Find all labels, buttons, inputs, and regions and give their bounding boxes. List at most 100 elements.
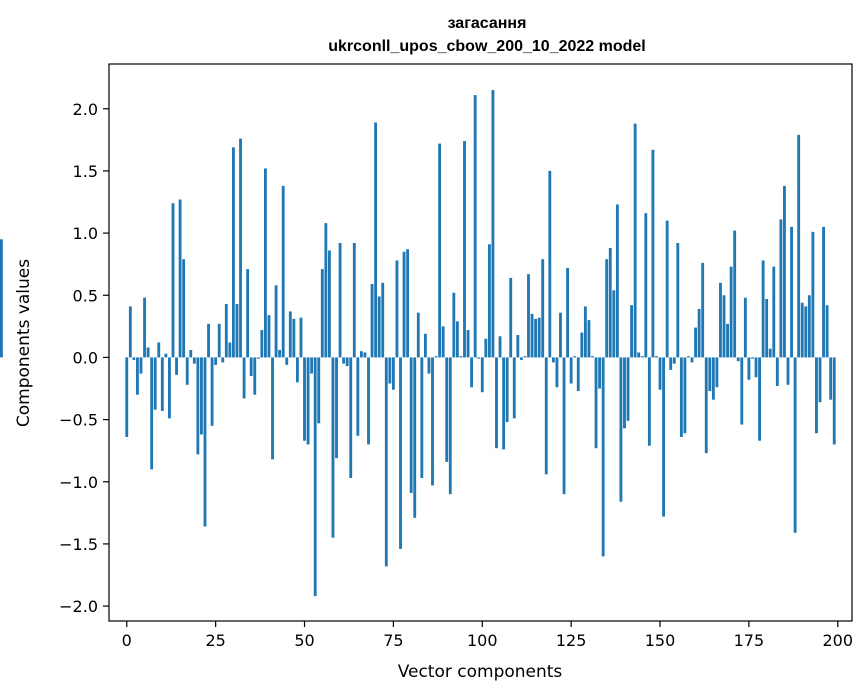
bar-48 bbox=[295, 357, 299, 383]
chart-title: загасання bbox=[448, 15, 527, 32]
bar-163 bbox=[704, 357, 708, 454]
bar-120 bbox=[551, 357, 555, 363]
bar-170 bbox=[729, 266, 733, 358]
bar-109 bbox=[512, 357, 516, 419]
bar-103 bbox=[491, 90, 495, 358]
bar-185 bbox=[783, 185, 786, 358]
bar-67 bbox=[363, 352, 367, 358]
x-tick-label: 25 bbox=[205, 631, 225, 650]
bar-173 bbox=[740, 357, 744, 425]
bar-158 bbox=[687, 356, 690, 358]
x-tick-label: 125 bbox=[556, 631, 587, 650]
bar-36 bbox=[253, 357, 257, 395]
bar-50 bbox=[303, 357, 306, 441]
bar-184 bbox=[779, 219, 783, 358]
bar-161 bbox=[697, 308, 701, 358]
x-tick-label: 150 bbox=[645, 631, 676, 650]
bar-22 bbox=[203, 357, 207, 527]
bar-195 bbox=[818, 357, 822, 403]
bar-75 bbox=[391, 357, 395, 390]
bar-169 bbox=[726, 323, 729, 358]
bar-16 bbox=[182, 259, 186, 358]
bar-107 bbox=[505, 357, 509, 423]
y-tick-label: −1.0 bbox=[59, 473, 98, 492]
bar-44 bbox=[281, 185, 285, 358]
bar-141 bbox=[626, 357, 630, 421]
bar-89 bbox=[441, 326, 445, 358]
bar-56 bbox=[324, 223, 328, 358]
bar-189 bbox=[797, 134, 801, 358]
bar-200 bbox=[0, 239, 3, 358]
bar-166 bbox=[715, 357, 719, 388]
chart-subtitle: ukrconll_upos_cbow_200_10_2022 model bbox=[328, 38, 645, 55]
bar-13 bbox=[171, 203, 175, 358]
bar-74 bbox=[388, 357, 392, 384]
bar-111 bbox=[519, 357, 523, 360]
bar-177 bbox=[754, 357, 758, 378]
bar-150 bbox=[658, 357, 662, 390]
bar-62 bbox=[345, 357, 349, 367]
bar-181 bbox=[768, 348, 772, 358]
bar-106 bbox=[502, 357, 506, 450]
bar-148 bbox=[651, 149, 655, 358]
bar-118 bbox=[544, 357, 548, 475]
bar-8 bbox=[153, 357, 157, 410]
bar-174 bbox=[743, 297, 747, 358]
bar-196 bbox=[822, 226, 825, 358]
bar-186 bbox=[786, 357, 790, 385]
bar-187 bbox=[790, 226, 793, 358]
bar-73 bbox=[384, 357, 388, 567]
bar-79 bbox=[406, 249, 410, 358]
bar-119 bbox=[548, 170, 552, 358]
bar-171 bbox=[733, 230, 737, 358]
bar-0 bbox=[125, 357, 129, 437]
bar-102 bbox=[487, 244, 491, 358]
bar-59 bbox=[335, 357, 338, 459]
bar-104 bbox=[495, 357, 498, 449]
bar-175 bbox=[747, 357, 751, 380]
bar-133 bbox=[598, 357, 602, 389]
bar-98 bbox=[473, 95, 477, 358]
bar-69 bbox=[370, 284, 374, 358]
bar-1 bbox=[128, 306, 132, 358]
bar-154 bbox=[672, 357, 676, 364]
bar-146 bbox=[644, 213, 648, 358]
bar-108 bbox=[509, 277, 513, 358]
bar-20 bbox=[196, 357, 200, 455]
bar-81 bbox=[413, 357, 417, 518]
bar-165 bbox=[711, 357, 715, 400]
bar-61 bbox=[342, 357, 346, 364]
bar-178 bbox=[758, 357, 761, 441]
bar-38 bbox=[260, 330, 264, 358]
bar-34 bbox=[246, 269, 250, 358]
bar-134 bbox=[601, 357, 605, 557]
bar-84 bbox=[423, 333, 427, 358]
bar-63 bbox=[349, 357, 353, 479]
bar-137 bbox=[612, 290, 616, 358]
bar-172 bbox=[736, 357, 740, 362]
bar-194 bbox=[815, 357, 818, 434]
bar-144 bbox=[637, 352, 641, 358]
bar-157 bbox=[683, 357, 687, 434]
x-tick-label: 175 bbox=[734, 631, 765, 650]
bar-145 bbox=[640, 356, 644, 358]
bar-126 bbox=[573, 356, 577, 358]
bar-114 bbox=[530, 313, 534, 358]
bar-2 bbox=[132, 357, 136, 360]
bar-65 bbox=[356, 357, 360, 436]
bar-91 bbox=[448, 357, 452, 495]
bar-198 bbox=[829, 357, 833, 400]
bar-57 bbox=[327, 250, 331, 358]
bar-124 bbox=[566, 267, 570, 358]
y-axis-label: Components values bbox=[14, 259, 34, 427]
y-tick-label: 2.0 bbox=[73, 100, 98, 119]
bar-113 bbox=[527, 274, 530, 358]
bar-58 bbox=[331, 357, 335, 538]
bar-99 bbox=[477, 357, 481, 359]
bar-76 bbox=[395, 260, 399, 358]
bar-191 bbox=[804, 306, 808, 358]
bar-159 bbox=[690, 357, 694, 363]
bar-179 bbox=[761, 260, 765, 358]
bar-131 bbox=[591, 356, 594, 358]
bar-132 bbox=[594, 357, 598, 449]
